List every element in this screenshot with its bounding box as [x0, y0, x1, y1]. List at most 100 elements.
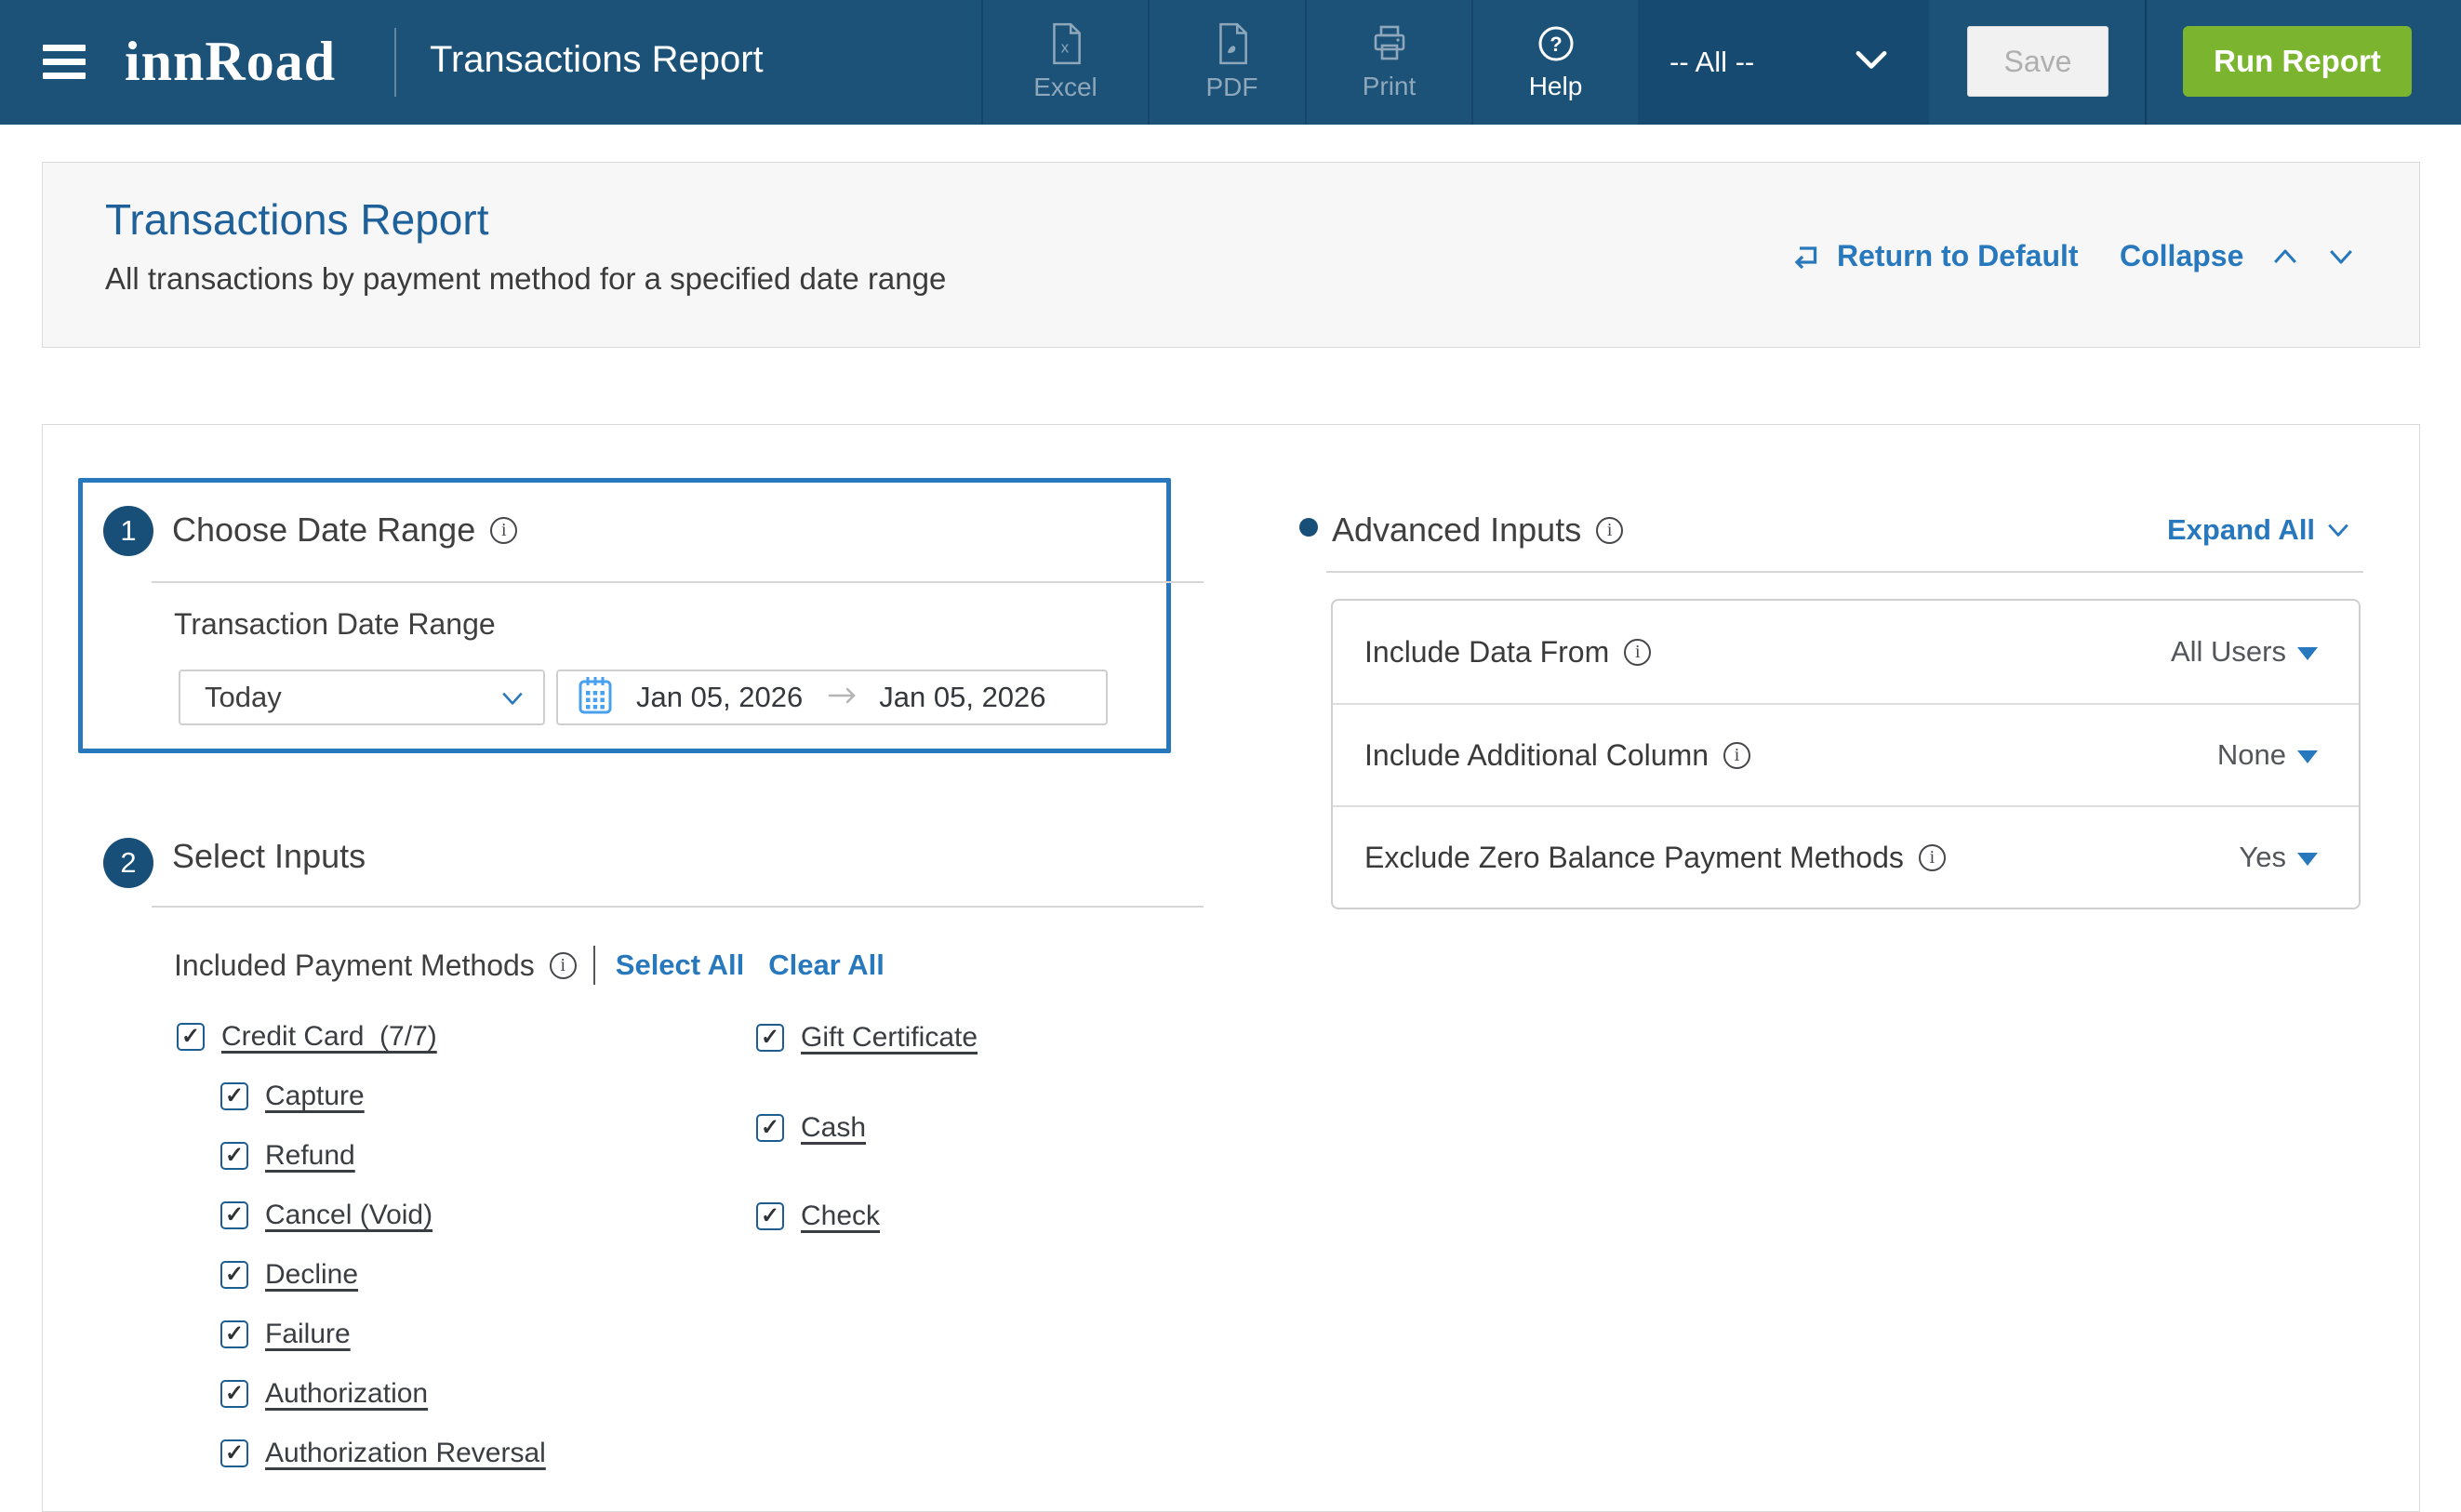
report-scope-value: -- All -- [1669, 46, 1755, 78]
save-button[interactable]: Save [1967, 26, 2108, 97]
app-logo: innRoad [125, 31, 337, 92]
report-title: Transactions Report [105, 195, 489, 244]
chevron-down-icon [2328, 524, 2348, 537]
payment-method-row: ✓ Authorization [220, 1378, 428, 1410]
payment-method-row: ✓ Decline [220, 1259, 358, 1291]
payment-method-label[interactable]: Authorization [265, 1378, 429, 1409]
collapse-label[interactable]: Collapse [2120, 239, 2244, 272]
payment-method-label[interactable]: Check [801, 1200, 881, 1231]
advanced-row-include-additional-column[interactable]: Include Additional Column i None [1333, 703, 2359, 805]
checkmark-icon: ✓ [224, 1321, 245, 1346]
include-additional-column-value: None [2216, 738, 2286, 771]
checkmark-icon: ✓ [760, 1115, 780, 1140]
checkbox-gift-certificate[interactable]: ✓ [756, 1024, 784, 1052]
section-divider [1326, 571, 2363, 573]
checkbox-capture[interactable]: ✓ [220, 1082, 248, 1110]
info-icon[interactable]: i [1723, 741, 1751, 769]
include-data-from-value: All Users [2170, 635, 2286, 668]
payment-method-row: ✓ Gift Certificate [756, 1022, 978, 1054]
checkmark-icon: ✓ [760, 1203, 780, 1228]
run-report-button[interactable]: Run Report [2183, 26, 2412, 97]
chevron-down-icon [502, 692, 523, 705]
checkbox-cancel-void[interactable]: ✓ [220, 1201, 248, 1229]
help-button[interactable]: ? Help [1471, 0, 1638, 125]
pdf-export-button[interactable]: PDF [1148, 0, 1314, 125]
payment-method-label[interactable]: Cancel (Void) [265, 1200, 433, 1230]
date-range-input[interactable]: Jan 05, 2026 Jan 05, 2026 [556, 670, 1108, 725]
collapse-down-icon[interactable] [2327, 245, 2355, 268]
payment-method-row: ✓ Refund [220, 1140, 355, 1172]
checkmark-icon: ✓ [224, 1262, 245, 1287]
checkbox-refund[interactable]: ✓ [220, 1142, 248, 1170]
advanced-row-include-data-from[interactable]: Include Data From i All Users [1333, 601, 2359, 703]
payment-method-label[interactable]: Cash [801, 1112, 867, 1143]
return-to-default-button[interactable]: Return to Default [1789, 239, 2079, 273]
nav-divider [394, 28, 396, 97]
checkmark-icon: ✓ [224, 1083, 245, 1108]
svg-text:x: x [1060, 38, 1069, 56]
nav-divider [2145, 0, 2147, 125]
expand-all-link[interactable]: Expand All [2167, 513, 2350, 547]
checkbox-authorization[interactable]: ✓ [220, 1380, 248, 1408]
checkbox-decline[interactable]: ✓ [220, 1261, 248, 1289]
info-icon[interactable]: i [549, 951, 577, 979]
pipe-divider [592, 946, 595, 985]
return-icon [1794, 245, 1817, 269]
payment-method-row: ✓ Check [756, 1200, 880, 1232]
info-icon[interactable]: i [1918, 843, 1946, 871]
dropdown-triangle-icon [2297, 853, 2318, 866]
checkbox-check[interactable]: ✓ [756, 1202, 784, 1230]
payment-method-row: ✓ Cash [756, 1112, 866, 1144]
checkbox-authorization-reversal[interactable]: ✓ [220, 1439, 248, 1467]
date-start-value: Jan 05, 2026 [636, 681, 804, 713]
checkmark-icon: ✓ [224, 1381, 245, 1406]
info-icon[interactable]: i [1624, 638, 1652, 666]
svg-text:?: ? [1550, 33, 1562, 56]
payment-method-label[interactable]: Credit Card (7/7) [221, 1021, 437, 1052]
top-nav: innRoad Transactions Report x Excel PDF [0, 0, 2461, 125]
chevron-down-icon [1856, 50, 1887, 69]
advanced-inputs-bullet [1299, 518, 1318, 537]
section-divider [152, 906, 1204, 908]
advanced-inputs-panel: Include Data From i All Users Include Ad… [1331, 599, 2361, 909]
excel-export-button[interactable]: x Excel [981, 0, 1148, 125]
section-divider [152, 581, 1204, 583]
clear-all-link[interactable]: Clear All [768, 948, 885, 981]
checkmark-icon: ✓ [224, 1202, 245, 1227]
date-preset-select[interactable]: Today [179, 670, 545, 725]
checkbox-cash[interactable]: ✓ [756, 1114, 784, 1142]
checkmark-icon: ✓ [760, 1025, 780, 1050]
collapse-up-icon[interactable] [2271, 245, 2299, 268]
checkmark-icon: ✓ [224, 1143, 245, 1168]
payment-method-row: ✓ Capture [220, 1081, 365, 1112]
included-payment-methods-label: Included Payment Methods [174, 948, 535, 982]
payment-method-row: ✓ Authorization Reversal [220, 1438, 546, 1469]
print-button[interactable]: Print [1305, 0, 1471, 125]
step2-number-badge: 2 [103, 838, 153, 888]
report-scope-dropdown[interactable]: -- All -- [1638, 0, 1929, 125]
payment-method-label[interactable]: Failure [265, 1319, 351, 1349]
step1-title: Choose Date Range [172, 511, 476, 549]
nav-page-title: Transactions Report [430, 39, 764, 80]
advanced-row-exclude-zero-balance[interactable]: Exclude Zero Balance Payment Methods i Y… [1333, 805, 2359, 908]
collapse-controls: Collapse [2120, 239, 2355, 273]
checkbox-credit-card[interactable]: ✓ [177, 1023, 205, 1051]
select-all-link[interactable]: Select All [615, 948, 745, 981]
payment-method-label[interactable]: Refund [265, 1140, 355, 1171]
menu-icon[interactable] [43, 45, 86, 80]
payment-method-label[interactable]: Decline [265, 1259, 359, 1290]
payment-method-label[interactable]: Authorization Reversal [265, 1438, 546, 1468]
checkmark-icon: ✓ [180, 1024, 201, 1049]
payment-method-row: ✓ Failure [220, 1319, 351, 1350]
payment-method-label[interactable]: Gift Certificate [801, 1022, 978, 1053]
report-header-card: Transactions Report All transactions by … [42, 162, 2420, 348]
arrow-right-icon [827, 686, 858, 710]
report-subtitle: All transactions by payment method for a… [105, 261, 947, 296]
printer-icon [1369, 23, 1410, 64]
info-icon[interactable]: i [1596, 516, 1624, 544]
info-icon[interactable]: i [490, 516, 518, 544]
payment-method-row: ✓ Credit Card (7/7) [177, 1021, 437, 1053]
checkbox-failure[interactable]: ✓ [220, 1320, 248, 1348]
expand-all-label: Expand All [2167, 513, 2316, 546]
payment-method-label[interactable]: Capture [265, 1081, 365, 1111]
